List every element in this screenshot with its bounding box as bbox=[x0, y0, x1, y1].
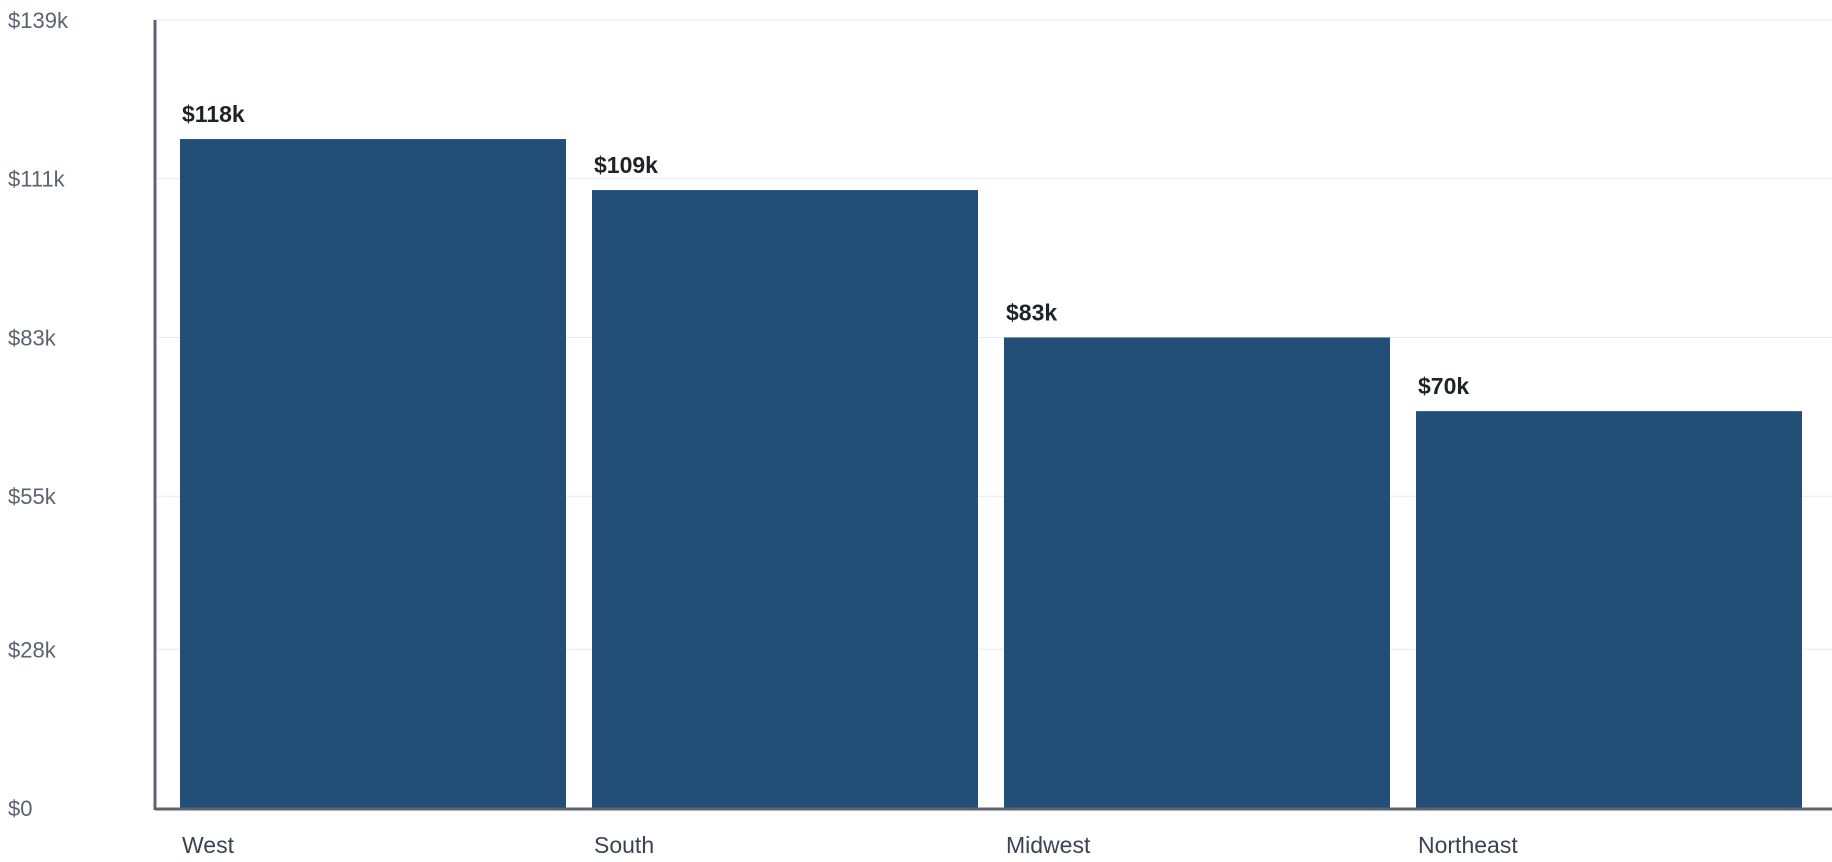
y-tick-label: $139k bbox=[8, 8, 69, 33]
bars bbox=[180, 139, 1802, 808]
y-tick-label: $28k bbox=[8, 637, 57, 662]
y-tick-label: $111k bbox=[8, 167, 66, 192]
bar-northeast bbox=[1416, 411, 1802, 808]
x-category-label: Northeast bbox=[1418, 832, 1518, 858]
bar-data-labels: $118k $109k $83k $70k bbox=[182, 101, 1469, 399]
x-category-label: South bbox=[594, 832, 654, 858]
y-tick-label: $55k bbox=[8, 484, 57, 509]
data-label: $70k bbox=[1418, 373, 1469, 399]
data-label: $83k bbox=[1006, 299, 1057, 325]
x-category-label: West bbox=[182, 832, 235, 858]
y-tick-label: $0 bbox=[8, 796, 32, 821]
axes bbox=[153, 20, 1832, 811]
bar-midwest bbox=[1004, 337, 1390, 808]
data-label: $118k bbox=[182, 101, 245, 127]
x-axis-category-labels: West South Midwest Northeast bbox=[182, 832, 1518, 858]
y-tick-label: $83k bbox=[8, 325, 57, 350]
data-label: $109k bbox=[594, 152, 658, 178]
bar-south bbox=[592, 190, 978, 808]
bar-west bbox=[180, 139, 566, 808]
y-axis-tick-labels: $0 $28k $55k $83k $111k $139k bbox=[8, 8, 69, 821]
x-category-label: Midwest bbox=[1006, 832, 1091, 858]
